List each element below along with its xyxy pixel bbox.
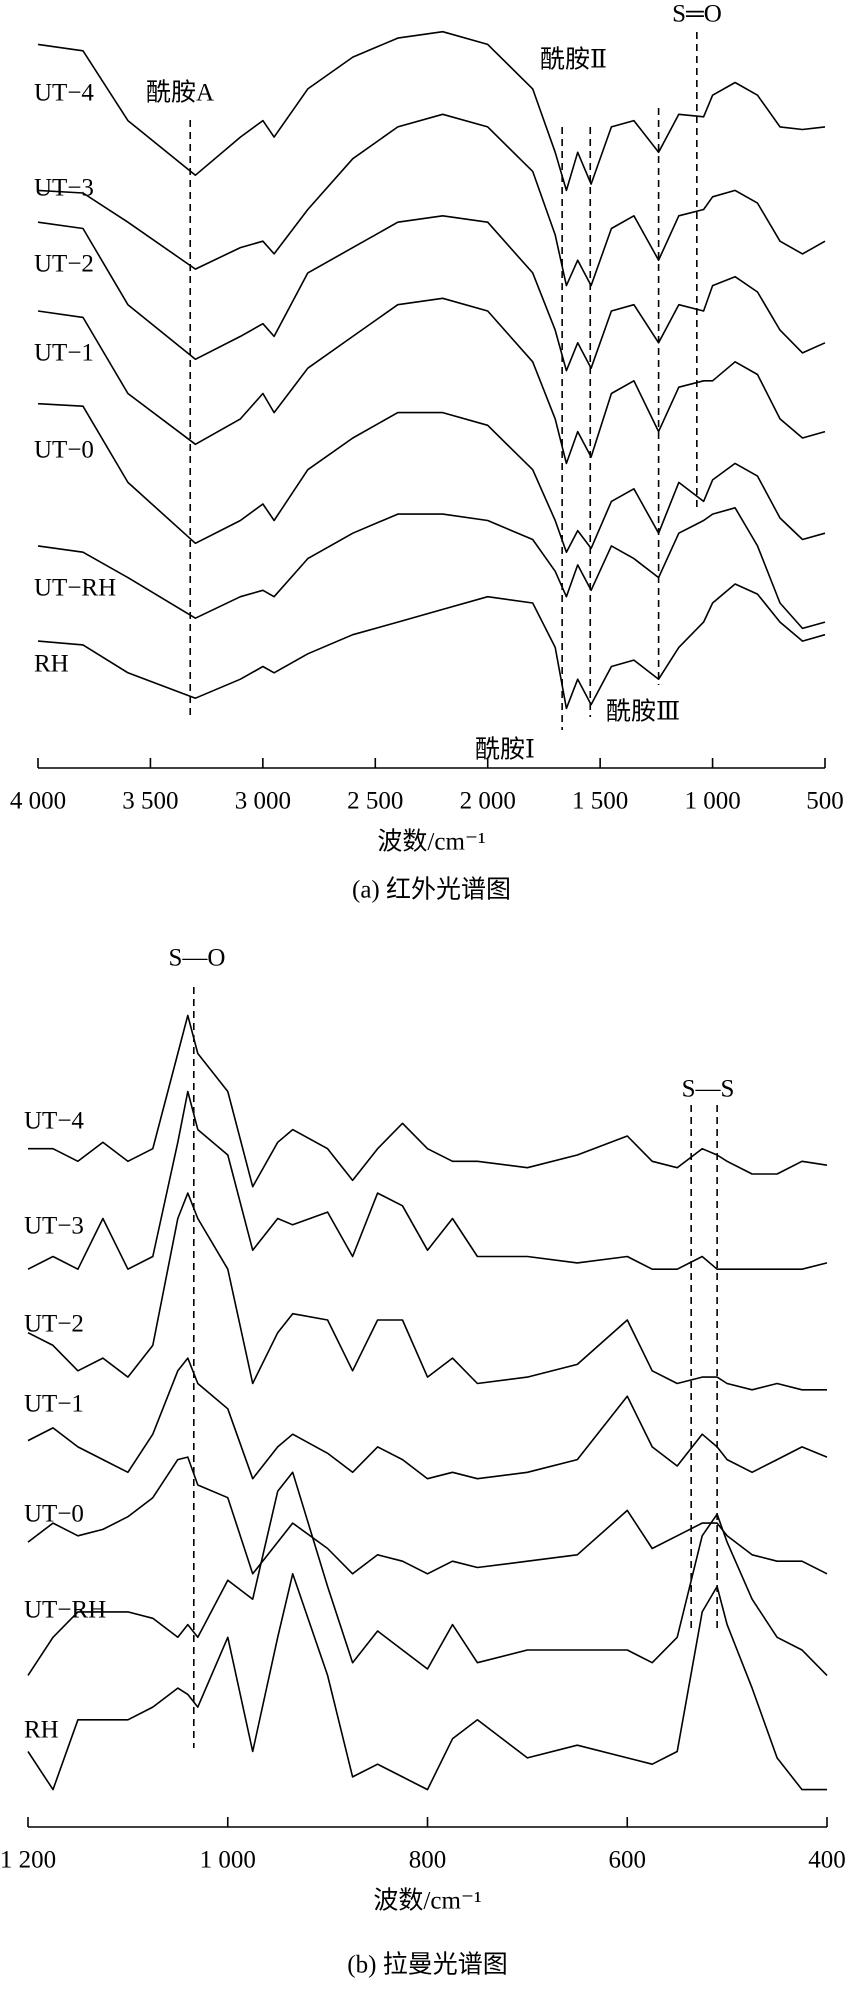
- caption: (a) 红外光谱图: [352, 876, 511, 904]
- series-label: UT−0: [24, 1501, 84, 1528]
- series-label: UT−4: [34, 80, 94, 107]
- x-tick-label: 2 000: [460, 788, 516, 815]
- spectrum-line: [27, 1357, 828, 1480]
- series-label: RH: [24, 1717, 59, 1744]
- series-label: RH: [34, 651, 69, 678]
- x-tick-label: 500: [806, 788, 844, 815]
- x-tick-label: 3 000: [235, 788, 291, 815]
- series-label: UT−1: [24, 1391, 84, 1418]
- band-label: S═O: [672, 1, 722, 28]
- series-label: UT−0: [34, 437, 94, 464]
- x-axis-label: 波数/cm⁻¹: [377, 828, 485, 856]
- spectrum-line: [27, 1573, 827, 1791]
- band-label: 酰胺Ⅱ: [540, 46, 607, 74]
- band-label: 酰胺Ⅲ: [606, 698, 680, 726]
- x-tick-label: 1 500: [572, 788, 628, 815]
- series-label: UT−2: [24, 1311, 84, 1338]
- series-label: UT−4: [24, 1108, 84, 1135]
- spectrum-line: [27, 1456, 828, 1575]
- x-tick-label: 4 000: [10, 788, 66, 815]
- x-tick-label: 400: [808, 1847, 846, 1874]
- x-tick-label: 1 000: [200, 1847, 256, 1874]
- band-label: 酰胺Ⅰ: [475, 736, 535, 764]
- band-label: S—O: [169, 945, 226, 972]
- band-label: 酰胺A: [146, 79, 214, 107]
- spectrum-line: [27, 1192, 827, 1391]
- x-axis-label: 波数/cm⁻¹: [373, 1887, 481, 1915]
- series-label: UT−RH: [24, 1597, 106, 1624]
- x-tick-label: 2 500: [347, 788, 403, 815]
- x-tick-label: 3 500: [122, 788, 178, 815]
- series-label: UT−RH: [34, 575, 116, 602]
- caption: (b) 拉曼光谱图: [347, 1951, 507, 1979]
- spectrum-line: [37, 30, 826, 192]
- x-tick-label: 1 000: [684, 788, 740, 815]
- spectrum-line: [37, 113, 826, 287]
- spectrum-line: [27, 1471, 828, 1676]
- series-label: UT−2: [34, 251, 94, 278]
- series-label: UT−3: [24, 1213, 84, 1240]
- spectrum-line: [27, 1090, 828, 1270]
- x-tick-label: 600: [609, 1847, 647, 1874]
- series-label: UT−3: [34, 175, 94, 202]
- x-tick-label: 800: [409, 1847, 447, 1874]
- spectrum-line: [37, 215, 826, 372]
- spectrum-line: [37, 507, 826, 630]
- spectrum-line: [37, 583, 826, 710]
- spectrum-line: [37, 402, 826, 553]
- spectrum-line: [28, 1014, 828, 1188]
- band-label: S—S: [682, 1076, 735, 1103]
- series-label: UT−1: [34, 340, 94, 367]
- x-tick-label: 1 200: [0, 1847, 56, 1874]
- spectrum-line: [37, 297, 826, 465]
